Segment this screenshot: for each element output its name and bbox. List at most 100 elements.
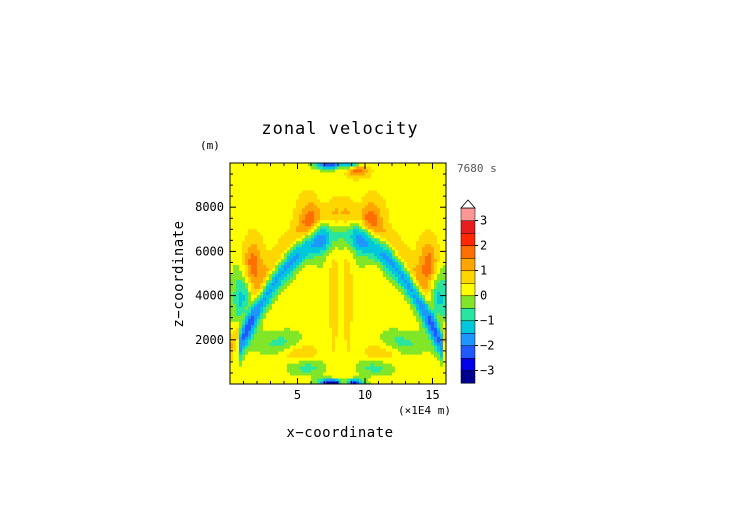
heatmap-cell — [263, 312, 267, 316]
heatmap-cell — [317, 231, 321, 236]
heatmap-cell — [323, 339, 327, 343]
heatmap-cell — [311, 243, 315, 248]
heatmap-cell — [293, 171, 297, 176]
heatmap-cell — [386, 348, 390, 352]
heatmap-cell — [338, 321, 342, 325]
heatmap-cell — [344, 163, 348, 167]
heatmap-cell — [311, 186, 315, 191]
heatmap-cell — [263, 237, 267, 242]
heatmap-cell — [377, 249, 381, 254]
heatmap-cell — [371, 312, 375, 316]
heatmap-cell — [323, 261, 327, 266]
heatmap-cell — [272, 339, 276, 343]
heatmap-cell — [293, 375, 297, 379]
heatmap-cell — [380, 291, 384, 295]
heatmap-cell — [389, 321, 393, 325]
heatmap-cell — [350, 252, 354, 257]
heatmap-cell — [395, 165, 399, 170]
heatmap-cell — [323, 252, 327, 257]
heatmap-cell — [347, 306, 351, 310]
heatmap-cell — [254, 171, 258, 176]
heatmap-cell — [296, 288, 300, 292]
heatmap-cell — [317, 315, 321, 319]
heatmap-cell — [353, 183, 357, 188]
heatmap-cell — [329, 183, 333, 188]
heatmap-cell — [359, 246, 363, 251]
heatmap-cell — [401, 369, 405, 373]
heatmap-cell — [404, 378, 408, 382]
heatmap-cell — [419, 171, 423, 176]
heatmap-cell — [422, 354, 426, 358]
heatmap-cell — [251, 333, 255, 337]
heatmap-cell — [383, 294, 387, 298]
heatmap-cell — [419, 252, 423, 257]
heatmap-cell — [287, 180, 291, 185]
heatmap-cell — [242, 309, 246, 313]
heatmap-cell — [353, 195, 357, 200]
heatmap-cell — [389, 204, 393, 209]
heatmap-cell — [422, 186, 426, 191]
heatmap-cell — [359, 336, 363, 340]
heatmap-cell — [362, 372, 366, 376]
heatmap-cell — [263, 279, 267, 283]
heatmap-cell — [347, 351, 351, 355]
heatmap-cell — [254, 177, 258, 182]
heatmap-cell — [359, 267, 363, 272]
heatmap-cell — [314, 282, 318, 286]
heatmap-cell — [335, 336, 339, 340]
heatmap-cell — [428, 303, 432, 307]
heatmap-cell — [338, 312, 342, 316]
heatmap-cell — [338, 354, 342, 358]
heatmap-cell — [374, 225, 378, 230]
heatmap-cell — [350, 336, 354, 340]
heatmap-cell — [305, 213, 309, 218]
heatmap-cell — [317, 312, 321, 316]
heatmap-cell — [308, 288, 312, 292]
heatmap-cell — [320, 216, 324, 221]
heatmap-cell — [383, 276, 387, 280]
heatmap-cell — [266, 243, 270, 248]
heatmap-cell — [320, 330, 324, 334]
heatmap-cell — [236, 279, 240, 283]
heatmap-cell — [245, 168, 249, 173]
heatmap-cell — [263, 183, 267, 188]
heatmap-cell — [368, 177, 372, 182]
heatmap-cell — [344, 222, 348, 227]
heatmap-cell — [389, 255, 393, 260]
heatmap-cell — [254, 198, 258, 203]
heatmap-cell — [284, 294, 288, 298]
heatmap-cell — [335, 264, 339, 269]
heatmap-cell — [335, 249, 339, 254]
heatmap-cell — [245, 360, 249, 364]
heatmap-cell — [233, 357, 237, 361]
heatmap-cell — [314, 315, 318, 319]
heatmap-cell — [344, 336, 348, 340]
heatmap-cell — [314, 345, 318, 349]
heatmap-cell — [263, 345, 267, 349]
heatmap-cell — [386, 258, 390, 263]
heatmap-cell — [383, 258, 387, 263]
heatmap-cell — [347, 270, 351, 274]
heatmap-cell — [350, 234, 354, 239]
heatmap-cell — [239, 240, 243, 245]
heatmap-cell — [419, 318, 423, 322]
heatmap-cell — [404, 219, 408, 224]
heatmap-cell — [377, 189, 381, 194]
heatmap-cell — [416, 171, 420, 176]
heatmap-cell — [401, 231, 405, 236]
heatmap-cell — [428, 360, 432, 364]
heatmap-cell — [332, 348, 336, 352]
heatmap-cell — [320, 333, 324, 337]
heatmap-cell — [404, 303, 408, 307]
heatmap-cell — [275, 324, 279, 328]
heatmap-cell — [311, 297, 315, 301]
heatmap-cell — [245, 204, 249, 209]
heatmap-cell — [362, 315, 366, 319]
heatmap-cell — [260, 294, 264, 298]
heatmap-cell — [425, 195, 429, 200]
heatmap-cell — [359, 375, 363, 379]
heatmap-cell — [290, 327, 294, 331]
heatmap-cell — [365, 294, 369, 298]
heatmap-cell — [410, 306, 414, 310]
heatmap-cell — [257, 264, 261, 269]
